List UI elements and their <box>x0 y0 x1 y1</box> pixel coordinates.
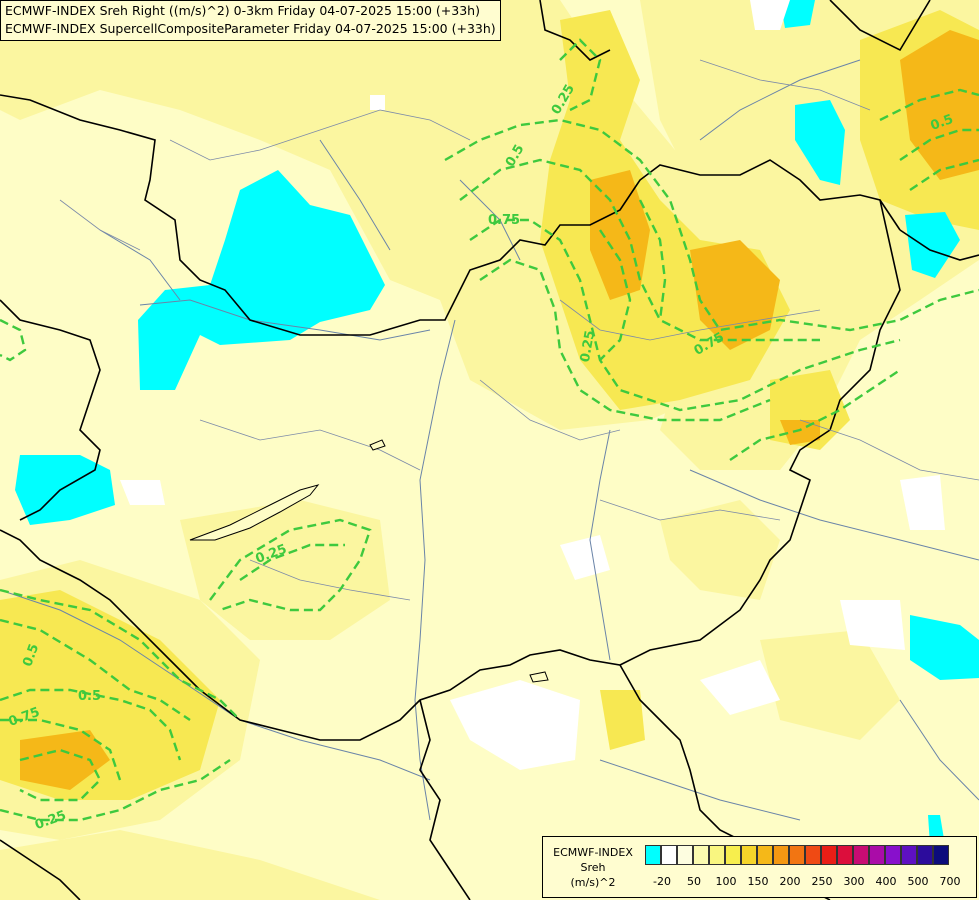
legend-tick-label: 250 <box>811 875 833 888</box>
lakes <box>189 439 549 683</box>
legend-swatch <box>837 845 853 865</box>
shear-field-white <box>120 0 945 770</box>
legend-swatch <box>741 845 757 865</box>
legend-tick-label: 50 <box>687 875 701 888</box>
rivers <box>0 59 979 821</box>
legend-tick-label: 150 <box>747 875 769 888</box>
legend-unit-label: (m/s)^2 <box>570 876 616 889</box>
legend-tick-label: 700 <box>939 875 961 888</box>
legend-swatch <box>773 845 789 865</box>
contour-label: 0.5 <box>78 689 101 704</box>
legend-parameter-label: Sreh <box>580 861 606 874</box>
legend-swatch <box>869 845 885 865</box>
legend-tick-label: 100 <box>715 875 737 888</box>
contour-label: 0.75 <box>488 213 520 228</box>
shear-field-orange <box>20 30 979 790</box>
legend-swatch <box>901 845 917 865</box>
legend-tick-label: 300 <box>843 875 865 888</box>
legend-tick-label: 500 <box>907 875 929 888</box>
map-title-box: ECMWF-INDEX Sreh Right ((m/s)^2) 0-3km F… <box>0 0 501 41</box>
contour-label: 0.5 <box>929 112 956 134</box>
legend-tick-label: 200 <box>779 875 801 888</box>
region-boundaries <box>59 59 979 601</box>
legend-tick-label: -20 <box>653 875 671 888</box>
legend-swatch <box>645 845 661 865</box>
legend-swatch <box>917 845 933 865</box>
legend-tick-label: 400 <box>875 875 897 888</box>
legend-swatch <box>725 845 741 865</box>
legend-swatch <box>821 845 837 865</box>
legend-model-label: ECMWF-INDEX <box>553 846 633 859</box>
legend-swatch <box>757 845 773 865</box>
scp-contours <box>0 38 979 822</box>
legend-swatch <box>693 845 709 865</box>
legend-swatch <box>789 845 805 865</box>
legend-swatch <box>805 845 821 865</box>
legend-swatch <box>661 845 677 865</box>
legend-swatch <box>709 845 725 865</box>
legend-swatch <box>885 845 901 865</box>
legend-swatch <box>933 845 949 865</box>
color-legend: ECMWF-INDEX Sreh (m/s)^2 -20 50 100 150 200 2… <box>542 836 977 898</box>
contour-label: 0.25 <box>578 329 598 363</box>
contour-label: 0.5 <box>20 642 42 669</box>
legend-swatch <box>853 845 869 865</box>
title-line-scp: ECMWF-INDEX SupercellCompositeParameter … <box>5 21 496 36</box>
legend-swatch <box>677 845 693 865</box>
title-line-sreh: ECMWF-INDEX Sreh Right ((m/s)^2) 0-3km F… <box>5 3 480 18</box>
